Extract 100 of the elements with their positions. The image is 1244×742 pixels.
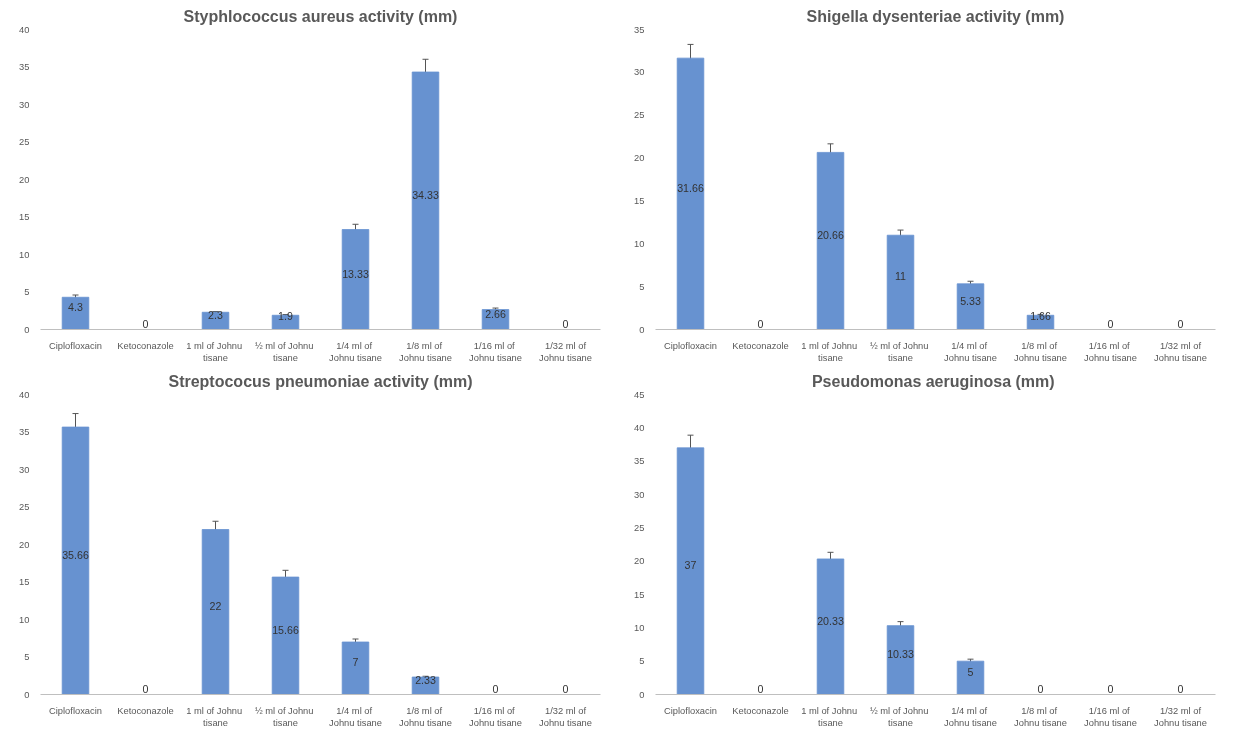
x-tick-label: 1/4 ml of Johnu tisane (944, 705, 997, 728)
x-tick-label: Ketoconazole (117, 705, 174, 716)
x-tick-label: 1/16 ml of Johnu tisane (469, 340, 522, 363)
y-tick-label: 0 (24, 689, 30, 700)
data-label: 4.3 (68, 301, 83, 314)
data-label: 5 (967, 665, 974, 678)
data-label: 0 (1107, 317, 1114, 330)
data-label: 0 (1177, 682, 1184, 695)
x-tick-label: 1/8 ml of Johnu tisane (399, 340, 452, 363)
data-label: 7 (352, 656, 359, 669)
y-tick-label: 10 (634, 622, 645, 633)
x-tick-label: 1 ml of Johnu tisane (186, 705, 243, 728)
x-tick-label: 1/16 ml of Johnu tisane (1084, 340, 1137, 363)
y-tick-label: 30 (19, 464, 30, 475)
y-tick-label: 15 (634, 195, 645, 206)
x-tick-label: 1/32 ml of Johnu tisane (539, 705, 592, 728)
data-label: 0 (1177, 317, 1184, 330)
data-label: 10.33 (887, 648, 914, 661)
chart-title: Styphlococcus aureus activity (mm) (183, 7, 458, 25)
y-tick-label: 0 (639, 324, 645, 335)
x-tick-label: ½ ml of Johnu tisane (869, 705, 929, 728)
data-label: 2.3 (208, 308, 223, 321)
x-tick-label: Ketoconazole (732, 340, 789, 351)
data-label: 0 (1107, 682, 1114, 695)
data-label: 2.33 (415, 673, 436, 686)
x-tick-label: 1/4 ml of Johnu tisane (944, 340, 997, 363)
y-tick-label: 25 (19, 502, 30, 512)
x-tick-label: 1 ml of Johnu tisane (186, 340, 243, 363)
data-label: 0 (562, 317, 569, 330)
y-tick-label: 40 (634, 422, 645, 433)
data-label: 0 (562, 682, 569, 695)
data-label: 13.33 (342, 267, 369, 280)
chart-title: Pseudomonas aeruginosa (mm) (811, 372, 1055, 390)
y-tick-label: 5 (24, 287, 30, 297)
x-tick-label: 1/32 ml of Johnu tisane (1154, 340, 1207, 363)
x-tick-label: Ciplofloxacin (49, 705, 102, 716)
x-tick-label: 1/8 ml of Johnu tisane (399, 705, 452, 728)
y-tick-label: 20 (19, 539, 30, 550)
y-tick-label: 0 (639, 689, 645, 700)
y-tick-label: 5 (24, 652, 30, 662)
y-tick-label: 30 (634, 489, 645, 500)
data-label: 20.33 (817, 614, 844, 627)
y-tick-label: 35 (19, 62, 30, 72)
data-label: 0 (757, 682, 764, 695)
y-tick-label: 30 (19, 99, 30, 110)
y-tick-label: 35 (19, 427, 30, 437)
y-tick-label: 45 (634, 389, 645, 400)
data-label: 2.66 (485, 307, 506, 320)
x-tick-label: Ketoconazole (117, 340, 174, 351)
data-label: 34.33 (412, 188, 439, 201)
y-tick-label: 40 (19, 24, 30, 35)
data-label: 0 (142, 682, 149, 695)
x-tick-label: ½ ml of Johnu tisane (254, 705, 314, 728)
y-tick-label: 20 (634, 556, 645, 567)
x-tick-label: 1 ml of Johnu tisane (801, 705, 858, 728)
y-tick-label: 5 (639, 656, 645, 667)
x-tick-label: 1 ml of Johnu tisane (801, 340, 858, 363)
x-tick-label: ½ ml of Johnu tisane (869, 340, 929, 363)
y-tick-label: 15 (19, 577, 30, 587)
y-tick-label: 10 (19, 249, 30, 260)
data-label: 0 (492, 682, 499, 695)
y-tick-label: 5 (639, 281, 645, 292)
x-tick-label: 1/16 ml of Johnu tisane (1084, 705, 1137, 728)
chart-title: Streptococus pneumoniae activity (mm) (168, 372, 473, 390)
data-label: 35.66 (62, 548, 89, 561)
chart-title: Shigella dysenteriae activity (mm) (806, 7, 1065, 25)
y-tick-label: 20 (19, 174, 30, 185)
x-tick-label: ½ ml of Johnu tisane (254, 340, 314, 363)
x-tick-label: Ciplofloxacin (664, 705, 717, 716)
x-tick-label: 1/32 ml of Johnu tisane (539, 340, 592, 363)
y-tick-label: 25 (19, 137, 30, 147)
y-tick-label: 20 (634, 153, 645, 164)
x-tick-label: Ketoconazole (732, 705, 789, 716)
x-tick-label: Ciplofloxacin (664, 340, 717, 351)
data-label: 11 (894, 270, 907, 283)
y-tick-label: 35 (634, 24, 645, 35)
y-tick-label: 30 (634, 67, 645, 78)
x-tick-label: 1/16 ml of Johnu tisane (469, 705, 522, 728)
x-tick-label: 1/4 ml of Johnu tisane (329, 340, 382, 363)
x-tick-label: Ciplofloxacin (49, 340, 102, 351)
y-tick-label: 25 (634, 522, 645, 533)
x-tick-label: 1/4 ml of Johnu tisane (329, 705, 382, 728)
data-label: 5.33 (960, 294, 981, 307)
data-label: 0 (142, 317, 149, 330)
y-tick-label: 40 (19, 389, 30, 400)
y-tick-label: 15 (19, 212, 30, 222)
data-label: 22 (209, 600, 222, 612)
y-tick-label: 25 (634, 110, 645, 121)
y-tick-label: 35 (634, 456, 645, 467)
y-tick-label: 15 (634, 589, 645, 600)
y-tick-label: 10 (634, 238, 645, 249)
y-tick-label: 0 (24, 324, 30, 335)
data-label: 37 (684, 559, 697, 572)
data-label: 31.66 (677, 181, 704, 194)
data-label: 0 (1037, 682, 1044, 695)
data-label: 0 (757, 317, 764, 330)
data-label: 15.66 (272, 623, 299, 636)
data-label: 20.66 (817, 228, 844, 241)
y-tick-label: 10 (19, 614, 30, 625)
x-tick-label: 1/8 ml of Johnu tisane (1014, 705, 1067, 728)
